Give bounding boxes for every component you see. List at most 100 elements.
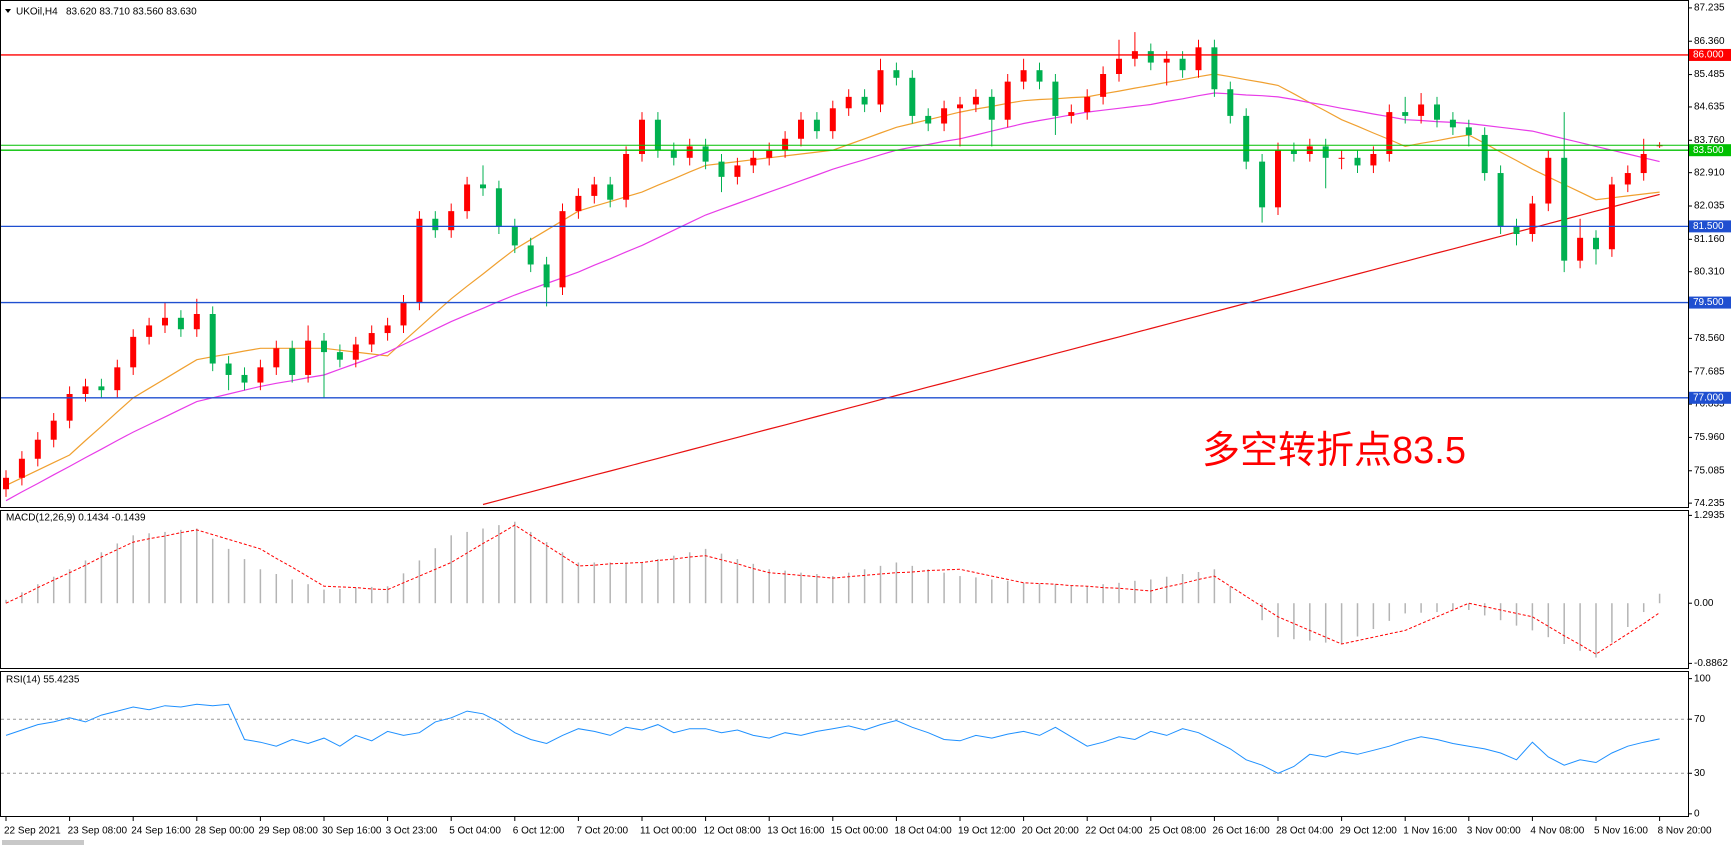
x-tick-label: 18 Oct 04:00	[894, 826, 952, 837]
candle-body	[750, 157, 757, 166]
candle-body	[1020, 70, 1027, 82]
candle-body	[1036, 70, 1043, 82]
x-tick-label: 15 Oct 00:00	[831, 826, 889, 837]
chart-title: UKOil,H4	[16, 7, 58, 18]
y-tick-label: 81.160	[1694, 234, 1725, 245]
candle-body	[654, 119, 661, 151]
level-label-box	[1689, 48, 1731, 61]
candle-body	[1338, 157, 1345, 159]
candle-body	[400, 302, 407, 326]
x-tick-label: 7 Oct 20:00	[576, 826, 628, 837]
candle-body	[1322, 146, 1329, 158]
x-tick-label: 1 Nov 16:00	[1403, 826, 1457, 837]
ohlc-text: 83.620 83.710 83.560 83.630	[66, 7, 197, 18]
level-label-box	[1689, 391, 1731, 404]
candle-body	[575, 195, 582, 212]
x-tick-label: 12 Oct 08:00	[704, 826, 762, 837]
y-tick-label: 86.360	[1694, 36, 1725, 47]
rsi-line	[5, 703, 1660, 774]
candle-body	[1561, 157, 1568, 261]
y-tick-label: 84.635	[1694, 102, 1725, 113]
candle-body	[813, 119, 820, 132]
y-tick-label: 78.560	[1694, 333, 1725, 344]
y-tick-label: 87.235	[1694, 3, 1725, 14]
candle-body	[177, 317, 184, 330]
candle-body	[1513, 226, 1520, 234]
y-tick-label: 30	[1694, 768, 1706, 779]
candle-body	[82, 386, 89, 394]
y-tick-label: 82.910	[1694, 167, 1725, 178]
x-tick-label: 22 Sep 2021	[4, 826, 61, 837]
candle-body	[273, 348, 280, 368]
y-tick-label: 82.035	[1694, 201, 1725, 212]
candle-body	[1116, 58, 1122, 74]
level-label-box	[1689, 144, 1731, 157]
candle-body	[1402, 112, 1409, 116]
candle-body	[1004, 81, 1011, 120]
x-tick-label: 29 Sep 08:00	[258, 826, 318, 837]
candle-body	[511, 226, 518, 246]
rsi-title: RSI(14) 55.4235	[6, 675, 80, 686]
candle-body	[1481, 134, 1488, 174]
y-tick-label: -0.8862	[1694, 658, 1728, 669]
candle-body	[639, 119, 645, 154]
candle-body	[1100, 74, 1107, 97]
candle-body	[352, 344, 359, 360]
x-tick-label: 30 Sep 16:00	[322, 826, 382, 837]
y-tick-label: 74.235	[1694, 498, 1725, 509]
candle-body	[34, 439, 41, 459]
candle-body	[527, 245, 534, 265]
x-tick-label: 24 Sep 16:00	[131, 826, 191, 837]
candle-body	[384, 325, 391, 334]
macd-title: MACD(12,26,9) 0.1434 -0.1439	[6, 513, 146, 524]
candle-body	[1195, 47, 1202, 71]
candle-body	[1370, 154, 1377, 166]
candle-body	[495, 188, 502, 227]
level-label: 83.500	[1693, 145, 1724, 156]
candle-body	[1163, 58, 1170, 63]
candle-body	[336, 352, 343, 360]
candle-body	[209, 314, 216, 364]
candle-body	[829, 108, 836, 132]
y-tick-label: 1.2935	[1694, 510, 1725, 521]
candle-body	[607, 184, 614, 200]
candle-body	[1434, 104, 1440, 120]
candle-body	[305, 340, 312, 375]
candle-body	[782, 138, 789, 151]
candle-body	[591, 184, 598, 196]
y-tick-label: 83.760	[1694, 135, 1725, 146]
x-tick-label: 22 Oct 04:00	[1085, 826, 1143, 837]
x-tick-label: 3 Nov 00:00	[1467, 826, 1521, 837]
candle-body	[1084, 96, 1091, 113]
candle-body	[3, 477, 9, 490]
x-tick-label: 3 Oct 23:00	[386, 826, 438, 837]
main-pane-frame	[0, 0, 1689, 508]
x-tick-label: 6 Oct 12:00	[513, 826, 565, 837]
candle-body	[1465, 127, 1472, 135]
candle-body	[416, 218, 423, 303]
x-tick-label: 26 Oct 16:00	[1212, 826, 1270, 837]
x-tick-label: 13 Oct 16:00	[767, 826, 825, 837]
level-label: 79.500	[1693, 297, 1724, 308]
candle-body	[1577, 237, 1584, 261]
x-tick-label: 5 Oct 04:00	[449, 826, 501, 837]
candle-body	[480, 184, 486, 189]
y-tick-label: 100	[1694, 673, 1711, 684]
macd-signal	[5, 524, 1660, 655]
candle-body	[193, 314, 200, 330]
candle-body	[1545, 157, 1552, 204]
candle-body	[718, 161, 725, 177]
level-label-box	[1689, 220, 1731, 233]
y-tick-label: 0.00	[1694, 598, 1714, 609]
rsi-pane-frame	[0, 671, 1689, 817]
candle-body	[988, 96, 995, 120]
y-tick-label: 75.085	[1694, 465, 1725, 476]
y-tick-label: 0	[1694, 808, 1700, 819]
annotation: 多空转折点83.5	[1202, 430, 1466, 472]
candle-body	[861, 96, 868, 105]
candle-body	[1290, 150, 1297, 154]
candle-body	[368, 333, 375, 345]
candle-body	[623, 154, 630, 200]
candle-body	[798, 119, 804, 139]
candle-body	[1179, 58, 1186, 71]
